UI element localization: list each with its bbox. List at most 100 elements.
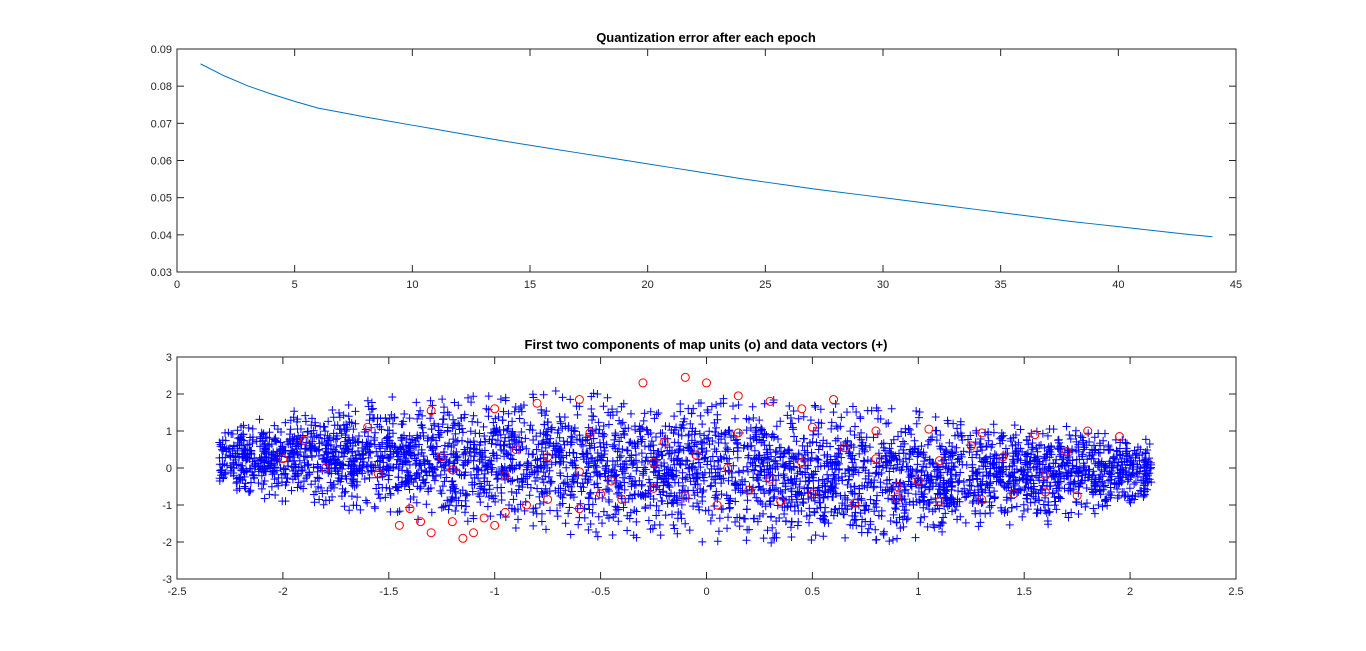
data-vector-marker: [695, 429, 704, 438]
data-vector-marker: [1065, 431, 1074, 440]
data-vector-marker: [320, 423, 329, 432]
data-vector-marker: [351, 419, 360, 428]
data-vector-marker: [385, 415, 394, 424]
data-vector-marker: [614, 488, 623, 497]
data-vector-marker: [1043, 431, 1052, 440]
data-vector-marker: [276, 438, 285, 447]
data-vector-marker: [766, 486, 775, 495]
data-vector-marker: [376, 494, 385, 503]
data-vector-marker: [710, 502, 719, 511]
data-vector-marker: [539, 468, 548, 477]
data-vector-marker: [867, 406, 876, 415]
data-vector-marker: [553, 512, 562, 521]
data-vector-marker: [407, 475, 416, 484]
data-vector-marker: [814, 418, 823, 427]
data-vector-marker: [847, 454, 856, 463]
data-vector-marker: [792, 437, 801, 446]
data-vector-marker: [602, 461, 611, 470]
bottom-x-tick-label: 2.5: [1228, 586, 1243, 598]
data-vector-marker: [235, 440, 244, 449]
data-vector-marker: [298, 431, 307, 440]
data-vector-marker: [437, 503, 446, 512]
data-vector-marker: [900, 508, 909, 517]
data-vector-marker: [1089, 487, 1098, 496]
data-vector-marker: [468, 487, 477, 496]
data-vector-marker: [1141, 470, 1150, 479]
top-x-tick-label: 15: [524, 279, 536, 291]
data-vector-marker: [1142, 460, 1151, 469]
data-vector-marker: [685, 526, 694, 535]
data-vector-marker: [528, 450, 537, 459]
data-vector-marker: [1126, 498, 1135, 507]
data-vector-marker: [272, 447, 281, 456]
data-vector-marker: [733, 453, 742, 462]
data-vector-marker: [701, 453, 710, 462]
data-vector-marker: [655, 520, 664, 529]
data-vector-marker: [755, 482, 764, 491]
data-vector-marker: [1090, 477, 1099, 486]
data-vector-marker: [774, 487, 783, 496]
data-vector-marker: [428, 471, 437, 480]
data-vector-marker: [1022, 450, 1031, 459]
data-vector-marker: [746, 423, 755, 432]
data-vector-marker: [350, 482, 359, 491]
data-vector-marker: [1074, 440, 1083, 449]
data-vector-marker: [414, 410, 423, 419]
data-vector-marker: [608, 531, 617, 540]
data-vector-marker: [1010, 421, 1019, 430]
data-vector-marker: [393, 448, 402, 457]
data-vector-marker: [518, 478, 527, 487]
data-vector-marker: [801, 470, 810, 479]
data-vector-marker: [984, 436, 993, 445]
data-vector-marker: [861, 474, 870, 483]
data-vector-marker: [758, 500, 767, 509]
data-vector-marker: [729, 431, 738, 440]
data-vector-marker: [670, 412, 679, 421]
data-vector-marker: [531, 477, 540, 486]
data-vector-marker: [443, 496, 452, 505]
data-vector-marker: [1039, 500, 1048, 509]
data-vector-marker: [1139, 481, 1148, 490]
data-vector-marker: [955, 476, 964, 485]
data-vector-marker: [600, 469, 609, 478]
data-vector-marker: [489, 494, 498, 503]
data-vector-marker: [272, 437, 281, 446]
top-y-tick-label: 0.07: [151, 118, 172, 130]
data-vector-marker: [952, 443, 961, 452]
data-vector-marker: [1079, 438, 1088, 447]
data-vector-marker: [461, 468, 470, 477]
data-vector-marker: [684, 464, 693, 473]
data-vector-marker: [559, 490, 568, 499]
data-vector-marker: [647, 437, 656, 446]
data-vector-marker: [691, 427, 700, 436]
data-vector-marker: [526, 483, 535, 492]
data-vector-marker: [928, 507, 937, 516]
data-vector-marker: [604, 495, 613, 504]
data-vector-marker: [394, 464, 403, 473]
data-vector-marker: [1049, 459, 1058, 468]
data-vector-marker: [753, 517, 762, 526]
data-vector-marker: [348, 448, 357, 457]
data-vector-marker: [423, 456, 432, 465]
data-vector-marker: [405, 441, 414, 450]
data-vector-marker: [688, 463, 697, 472]
data-vector-marker: [451, 507, 460, 516]
data-vector-marker: [707, 481, 716, 490]
data-vector-marker: [1044, 520, 1053, 529]
data-vector-marker: [510, 407, 519, 416]
data-vector-marker: [690, 480, 699, 489]
data-vector-marker: [1095, 439, 1104, 448]
data-vector-marker: [422, 500, 431, 509]
data-vector-marker: [926, 459, 935, 468]
data-vector-marker: [759, 509, 768, 518]
data-vector-marker: [1062, 422, 1071, 431]
data-vector-marker: [675, 446, 684, 455]
data-vector-marker: [588, 508, 597, 517]
data-vector-marker: [367, 466, 376, 475]
data-vector-marker: [917, 487, 926, 496]
data-vector-marker: [665, 468, 674, 477]
data-vector-marker: [533, 473, 542, 482]
data-vector-marker: [303, 460, 312, 469]
data-vector-marker: [614, 505, 623, 514]
data-vector-marker: [972, 429, 981, 438]
